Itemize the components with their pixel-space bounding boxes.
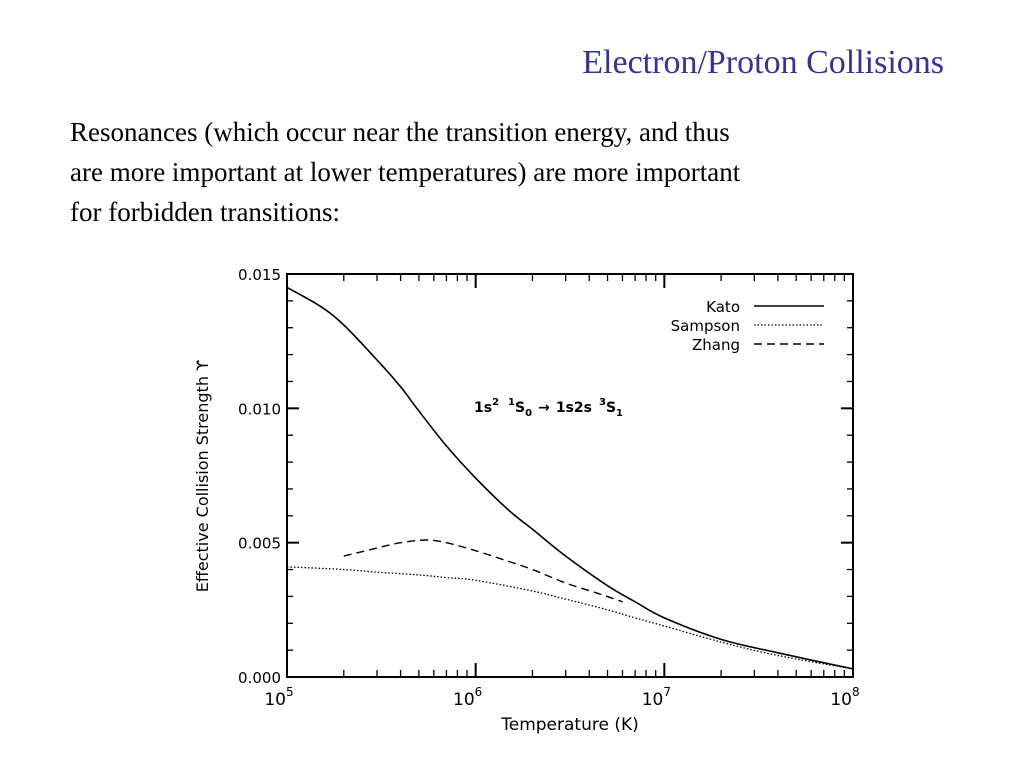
annotation-sup: 3 [599, 397, 606, 408]
legend: Kato Sampson Zhang [671, 298, 824, 354]
legend-label-kato: Kato [706, 298, 740, 316]
series-line-zhang [343, 539, 623, 603]
body-line: Resonances (which occur near the transit… [70, 117, 730, 147]
annotation-sup: 1 [508, 397, 515, 408]
y-tick-label: 0.000 [238, 669, 281, 687]
y-tick-label: 0.005 [238, 535, 281, 553]
transition-annotation: 1s2 1S0 → 1s2s 3S1 [474, 397, 623, 419]
annotation-arrow: → [538, 400, 550, 416]
x-tick-label: 105 [264, 685, 293, 710]
annotation-part: S [515, 400, 525, 416]
annotation-part: 1s2s [556, 400, 592, 416]
x-axis-label: Temperature (K) [500, 715, 639, 735]
annotation-sub: 0 [525, 408, 532, 419]
series-line-sampson [286, 566, 854, 670]
plot-frame [286, 273, 854, 678]
body-line: for forbidden transitions: [70, 197, 340, 227]
y-tick-label: 0.015 [238, 266, 281, 284]
annotation-part: 1s [474, 400, 492, 416]
y-axis-label: Effective Collision Strength ϒ [193, 360, 212, 592]
axis-ticks: 0.000 0.005 0.010 0.015 105 106 107 108 [238, 266, 860, 710]
x-tick-label: 108 [830, 685, 859, 710]
series-line-kato [286, 286, 854, 670]
annotation-sub: 1 [616, 408, 623, 419]
legend-label-zhang: Zhang [692, 336, 740, 354]
legend-label-sampson: Sampson [671, 317, 740, 335]
y-tick-label: 0.010 [238, 400, 281, 418]
annotation-part: S [606, 400, 616, 416]
x-tick-label: 106 [453, 685, 482, 710]
slide-title: Electron/Proton Collisions [582, 44, 944, 81]
body-line: are more important at lower temperatures… [70, 157, 741, 187]
slide-body-text: Resonances (which occur near the transit… [70, 112, 950, 232]
x-tick-label: 107 [642, 685, 671, 710]
annotation-sup: 2 [492, 397, 499, 408]
series-layer [286, 286, 854, 670]
